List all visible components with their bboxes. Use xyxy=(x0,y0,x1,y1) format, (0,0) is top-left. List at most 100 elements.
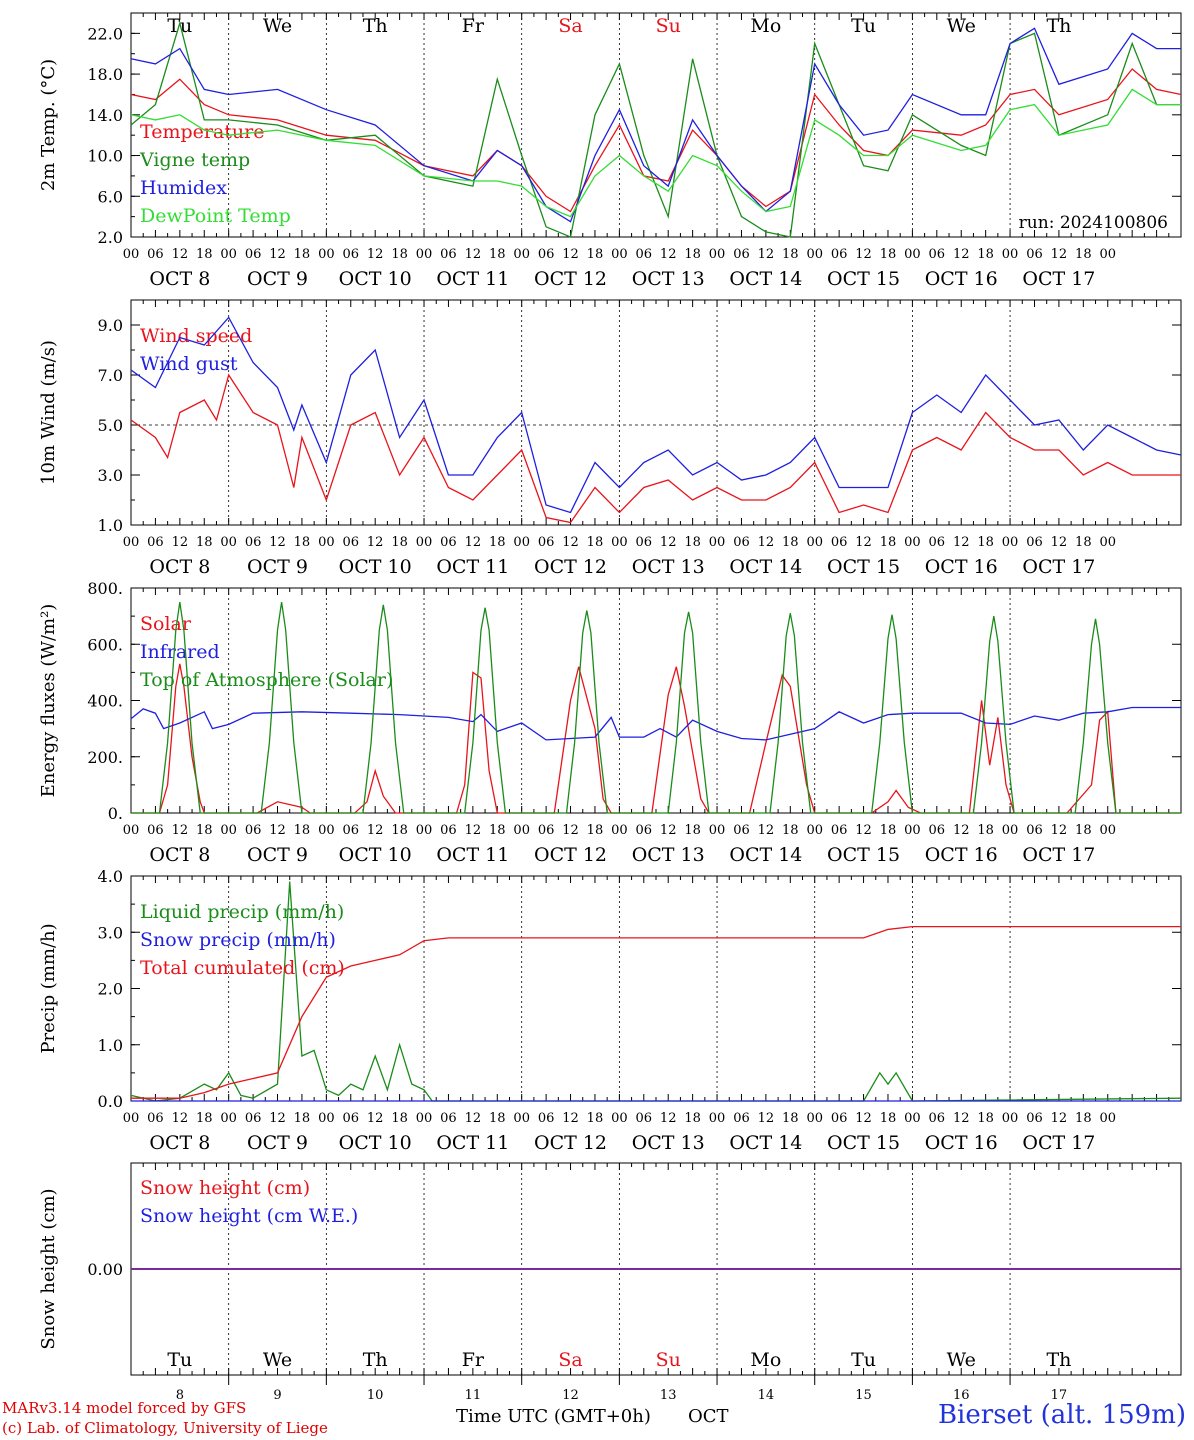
panel-3-hour-label: 18 xyxy=(489,823,506,838)
panel-4-hour-label: 18 xyxy=(880,1111,897,1126)
panel-1-y-tick-label: 22.0 xyxy=(87,24,123,43)
panel-3-series-top-of-atmosphere-solar xyxy=(131,602,1181,814)
panel-4-date-label: OCT 17 xyxy=(1022,1132,1095,1154)
panel-4-hour-label: 06 xyxy=(440,1111,457,1126)
top-day-of-week-label: Tu xyxy=(851,15,876,37)
panel-1-y-tick-label: 18.0 xyxy=(87,65,123,84)
panel-2-hour-label: 18 xyxy=(977,535,994,550)
panel-4-date-label: OCT 8 xyxy=(149,1132,210,1154)
bottom-date-number: 8 xyxy=(176,1388,184,1403)
panel-4-date-label: OCT 11 xyxy=(436,1132,509,1154)
panel-4-y-axis-label: Precip (mm/h) xyxy=(38,923,59,1053)
panel-3-hour-label: 06 xyxy=(831,823,848,838)
panel-2-y-tick-label: 7.0 xyxy=(98,366,123,385)
panel-3-date-label: OCT 16 xyxy=(925,844,998,866)
panel-4-hour-label: 12 xyxy=(562,1111,579,1126)
panel-4-hour-label: 06 xyxy=(831,1111,848,1126)
panel-2-date-label: OCT 16 xyxy=(925,556,998,578)
bottom-date-number: 13 xyxy=(660,1388,677,1403)
panel-4-hour-label: 18 xyxy=(489,1111,506,1126)
panel-4-hour-label: 00 xyxy=(318,1111,335,1126)
panel-4-date-label: OCT 9 xyxy=(247,1132,308,1154)
panel-1-hour-label: 00 xyxy=(416,247,433,262)
panel-1-hour-label: 06 xyxy=(733,247,750,262)
panel-3-date-label: OCT 9 xyxy=(247,844,308,866)
month-axis-label: OCT xyxy=(688,1406,729,1427)
panel-1-hour-label: 06 xyxy=(831,247,848,262)
bottom-day-of-week-label: Tu xyxy=(167,1349,192,1371)
panel-1-date-label: OCT 15 xyxy=(827,268,900,290)
panel-1-hour-label: 12 xyxy=(269,247,286,262)
top-day-of-week-label: Su xyxy=(656,15,681,37)
panel-2-hour-label: 00 xyxy=(220,535,237,550)
panel-3-y-tick-label: 600. xyxy=(87,635,123,654)
bottom-day-of-week-label: Th xyxy=(363,1349,388,1371)
panel-3-hour-label: 12 xyxy=(953,823,970,838)
panel-2-y-tick-label: 9.0 xyxy=(98,316,123,335)
panel-1-hour-label: 18 xyxy=(782,247,799,262)
panel-2-hour-label: 06 xyxy=(440,535,457,550)
panel-4-hour-label: 18 xyxy=(391,1111,408,1126)
panel-2-hour-label: 12 xyxy=(562,535,579,550)
panel-4-hour-label: 18 xyxy=(1075,1111,1092,1126)
panel-4-hour-label: 06 xyxy=(147,1111,164,1126)
panel-2-hour-label: 18 xyxy=(880,535,897,550)
panel-2-frame xyxy=(130,299,1182,526)
panel-3-hour-label: 00 xyxy=(513,823,530,838)
panel-2-hour-label: 00 xyxy=(123,535,140,550)
station-name: Bierset (alt. 159m) xyxy=(937,1400,1186,1430)
panel-3-date-label: OCT 13 xyxy=(632,844,705,866)
panel-2-hour-label: 18 xyxy=(1075,535,1092,550)
panel-4-y-tick-label: 0.0 xyxy=(98,1092,123,1111)
panel-1-hour-label: 18 xyxy=(489,247,506,262)
panel-2-date-label: OCT 15 xyxy=(827,556,900,578)
panel-2-hour-label: 12 xyxy=(269,535,286,550)
panel-1-date-label: OCT 13 xyxy=(632,268,705,290)
panel-2-legend-entry: Wind speed xyxy=(140,325,252,347)
panel-4-legend-entry: Snow precip (mm/h) xyxy=(140,929,336,951)
top-day-of-week-label: Tu xyxy=(167,15,192,37)
panel-3-hour-label: 12 xyxy=(172,823,189,838)
top-day-of-week-label: Th xyxy=(363,15,388,37)
panel-2-hour-label: 18 xyxy=(587,535,604,550)
bottom-day-of-week-label: Sa xyxy=(558,1349,582,1371)
panel-3-hour-label: 18 xyxy=(391,823,408,838)
panel-3-hour-label: 12 xyxy=(758,823,775,838)
panel-1-hour-label: 18 xyxy=(294,247,311,262)
panel-4-date-label: OCT 16 xyxy=(925,1132,998,1154)
panel-4-hour-label: 00 xyxy=(709,1111,726,1126)
panel-5-y-tick-label: 0.00 xyxy=(87,1260,123,1279)
panel-3-date-label: OCT 10 xyxy=(339,844,412,866)
bottom-date-number: 9 xyxy=(273,1388,281,1403)
panel-4-hour-label: 00 xyxy=(611,1111,628,1126)
panel-3-hour-label: 06 xyxy=(342,823,359,838)
panel-2-hour-label: 00 xyxy=(1002,535,1019,550)
bottom-date-number: 16 xyxy=(953,1388,970,1403)
panel-4-hour-label: 06 xyxy=(929,1111,946,1126)
panel-2-date-label: OCT 10 xyxy=(339,556,412,578)
panel-2-y-tick-label: 5.0 xyxy=(98,416,123,435)
panel-4-hour-label: 12 xyxy=(367,1111,384,1126)
panel-1-hour-label: 12 xyxy=(855,247,872,262)
panel-3-y-tick-label: 0. xyxy=(108,804,123,823)
panel-1-hour-label: 12 xyxy=(172,247,189,262)
panel-1-hour-label: 12 xyxy=(465,247,482,262)
panel-1-hour-label: 12 xyxy=(758,247,775,262)
bottom-day-of-week-label: Mo xyxy=(750,1349,781,1371)
panel-4-y-tick-label: 2.0 xyxy=(98,980,123,999)
panel-2-date-label: OCT 12 xyxy=(534,556,607,578)
panel-2-hour-label: 06 xyxy=(1026,535,1043,550)
panel-4-hour-label: 12 xyxy=(758,1111,775,1126)
panel-4-date-label: OCT 14 xyxy=(729,1132,802,1154)
panel-3-hour-label: 00 xyxy=(806,823,823,838)
panel-1-hour-label: 06 xyxy=(245,247,262,262)
panel-4-hour-label: 06 xyxy=(1026,1111,1043,1126)
bottom-date-number: 12 xyxy=(562,1388,579,1403)
panel-1-hour-label: 06 xyxy=(1026,247,1043,262)
panel-2-hour-label: 18 xyxy=(391,535,408,550)
panel-1-y-axis-label: 2m Temp. (°C) xyxy=(38,59,59,191)
panel-1-hour-label: 18 xyxy=(880,247,897,262)
panel-2-date-label: OCT 17 xyxy=(1022,556,1095,578)
panel-1-hour-label: 06 xyxy=(636,247,653,262)
panel-4-date-label: OCT 12 xyxy=(534,1132,607,1154)
